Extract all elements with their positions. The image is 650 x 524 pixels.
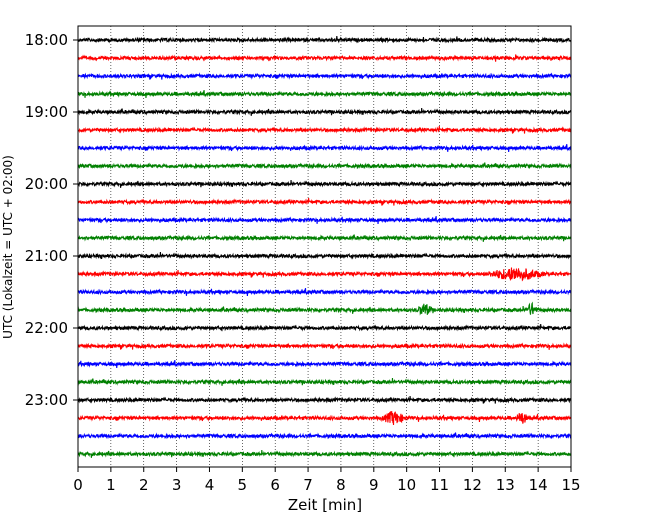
seismogram-trace [77, 54, 572, 62]
y-tick-label: 22:00 [25, 319, 68, 337]
seismogram-trace [77, 432, 572, 440]
y-tick-label: 19:00 [25, 103, 68, 121]
seismogram-trace [77, 197, 572, 206]
seismogram-trace [77, 108, 572, 116]
plot-frame [77, 25, 572, 468]
x-tick-label: 9 [369, 476, 379, 494]
seismogram-trace [77, 288, 572, 297]
seismogram-trace [77, 252, 572, 260]
y-tick-label: 21:00 [25, 247, 68, 265]
seismogram-trace [77, 301, 572, 316]
seismogram-trace [77, 144, 572, 153]
x-tick-label: 0 [73, 476, 83, 494]
x-tick-label: 3 [172, 476, 182, 494]
x-tick-label: 5 [238, 476, 248, 494]
seismogram-trace [77, 72, 572, 80]
seismogram-trace [77, 216, 572, 225]
x-tick-label: 8 [336, 476, 346, 494]
seismogram-trace [77, 125, 572, 134]
x-axis-ticks: 0 1 2 3 4 5 6 7 8 9 10 11 12 13 14 15 [73, 467, 581, 494]
x-tick-label: 1 [106, 476, 116, 494]
x-tick-label: 15 [561, 476, 580, 494]
x-tick-label: 6 [270, 476, 280, 494]
seismogram-trace [77, 360, 572, 369]
x-tick-label: 10 [397, 476, 416, 494]
y-tick-label: 20:00 [25, 175, 68, 193]
seismogram-trace [77, 395, 572, 404]
x-tick-label: 14 [529, 476, 548, 494]
x-tick-label: 11 [430, 476, 449, 494]
seismogram-trace [77, 180, 572, 188]
seismogram-trace [77, 234, 572, 242]
seismogram-trace [77, 450, 572, 458]
seismogram-trace [77, 162, 572, 170]
x-axis-label: Zeit [min] [288, 496, 362, 514]
seismogram-trace [77, 342, 572, 350]
x-tick-label: 4 [205, 476, 215, 494]
seismogram-trace [77, 267, 572, 282]
seismogram-trace [77, 378, 572, 386]
y-tick-label: 18:00 [25, 31, 68, 49]
seismogram-trace [77, 323, 572, 332]
x-tick-label: 13 [496, 476, 515, 494]
y-axis-ticks: 18:00 19:00 20:00 21:00 22:00 23:00 [25, 31, 78, 409]
seismogram-trace [77, 35, 572, 44]
y-tick-label: 23:00 [25, 391, 68, 409]
y-axis-label: UTC (Lokalzeit = UTC + 02:00) [1, 155, 15, 339]
seismogram-trace [77, 410, 572, 426]
x-tick-label: 12 [463, 476, 482, 494]
trace-layer [77, 35, 572, 458]
x-tick-label: 2 [139, 476, 149, 494]
x-tick-label: 7 [303, 476, 313, 494]
seismogram-trace [77, 90, 572, 99]
